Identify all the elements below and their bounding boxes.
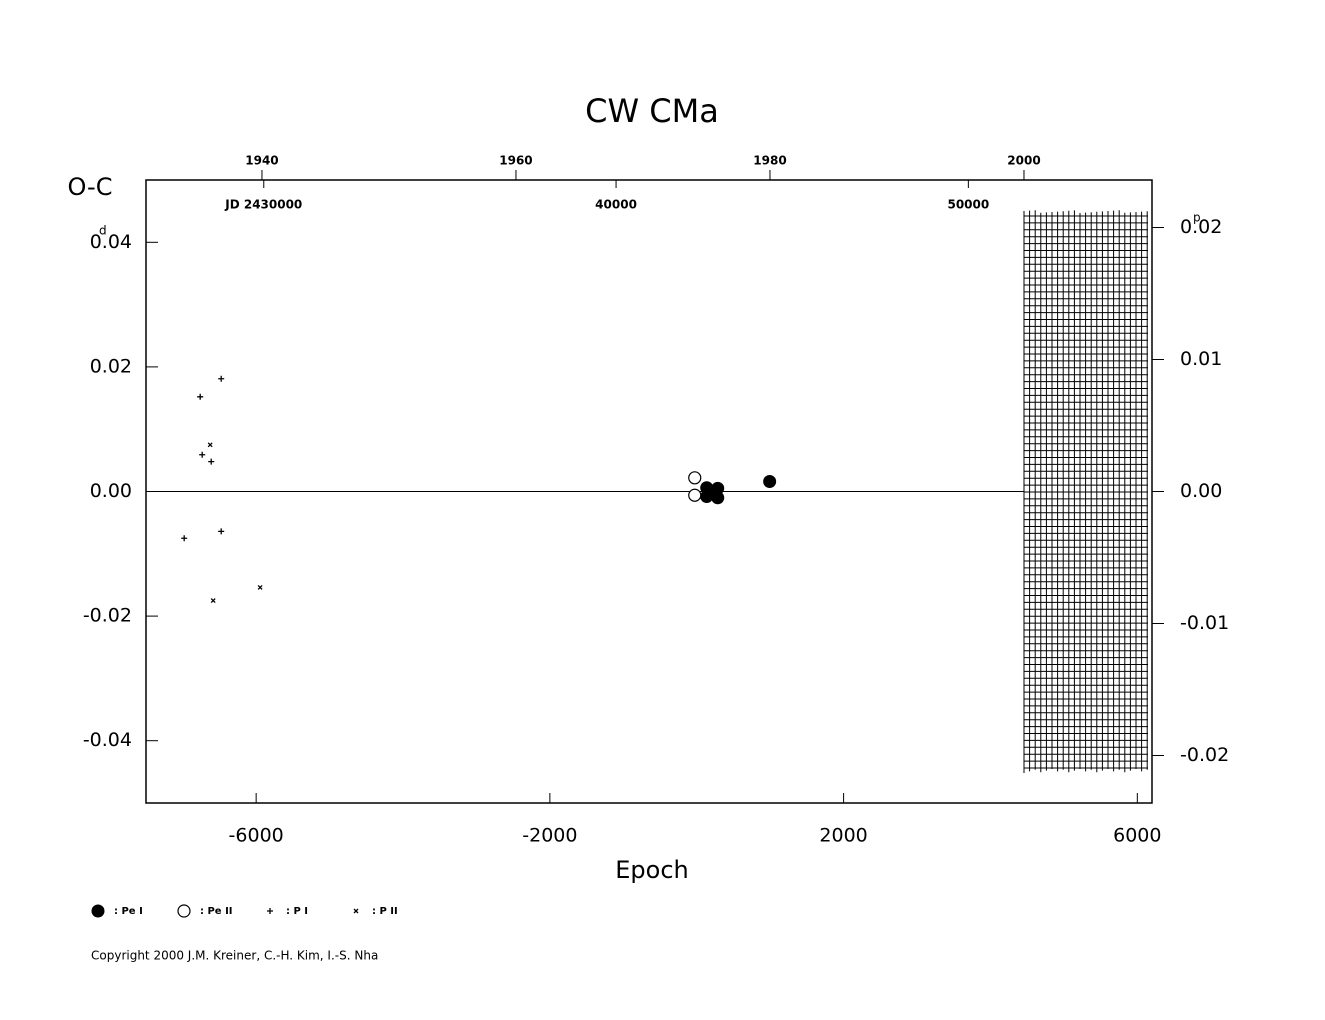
point [688, 488, 702, 502]
jd-tick-label: 40000 [595, 198, 637, 212]
point [711, 481, 725, 495]
y2-tick-label: 0.01 [1180, 348, 1222, 370]
y2-tick-label: -0.01 [1180, 612, 1229, 634]
x-tick-label: -2000 [522, 825, 577, 847]
legend-marker [353, 908, 359, 914]
jd-tick-label: 50000 [947, 198, 989, 212]
legend-label: : P I [286, 906, 308, 917]
point [197, 393, 204, 400]
y-tick-label: -0.02 [83, 605, 132, 627]
point [208, 458, 215, 465]
y-tick-label: 0.00 [90, 480, 132, 502]
x-tick-label: 6000 [1113, 825, 1161, 847]
y2-tick-label: 0.00 [1180, 480, 1222, 502]
jd-tick-label: JD 2430000 [224, 198, 302, 212]
point [711, 491, 725, 505]
legend-label: : P II [372, 906, 398, 917]
point [207, 442, 213, 448]
chart-title: CW CMa [585, 92, 719, 130]
legend-label: : Pe I [114, 906, 143, 917]
x-tick-label: 2000 [819, 825, 867, 847]
y2-unit: p [1193, 211, 1201, 225]
point [181, 535, 188, 542]
point [257, 584, 263, 590]
point [688, 471, 702, 485]
year-tick-label: 1960 [499, 154, 532, 168]
x-tick-label: -6000 [229, 825, 284, 847]
copyright: Copyright 2000 J.M. Kreiner, C.-H. Kim, … [91, 949, 378, 963]
y-unit: d [99, 224, 107, 238]
year-tick-label: 1940 [245, 154, 278, 168]
point [763, 475, 777, 489]
point [199, 451, 206, 458]
year-tick-label: 2000 [1007, 154, 1040, 168]
x-axis-label: Epoch [615, 856, 689, 884]
point [218, 375, 225, 382]
y2-tick-label: -0.02 [1180, 744, 1229, 766]
legend-marker [267, 908, 273, 914]
y-tick-label: 0.04 [90, 231, 132, 253]
point [210, 598, 216, 603]
legend-marker [177, 904, 191, 918]
point [218, 528, 225, 535]
y-axis-label: O-C [68, 173, 113, 201]
legend-marker [91, 904, 105, 918]
y-tick-label: 0.02 [90, 355, 132, 377]
legend-label: : Pe II [200, 906, 233, 917]
y-tick-label: -0.04 [83, 729, 132, 751]
year-tick-label: 1980 [753, 154, 786, 168]
y2-tick-label: 0.02 [1180, 216, 1222, 238]
